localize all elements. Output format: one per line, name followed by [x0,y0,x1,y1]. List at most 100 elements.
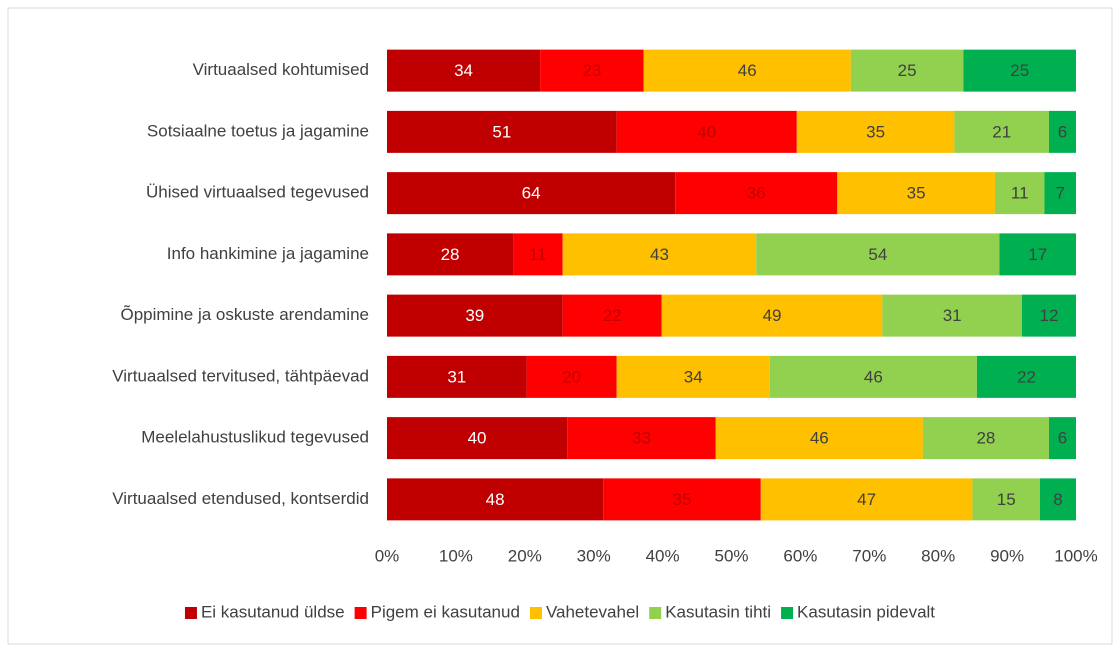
y-tick-label: Virtuaalsed etendused, kontserdid [112,489,369,508]
bar-segment [1044,172,1076,215]
data-label: 7 [1056,184,1065,203]
x-tick-label: 90% [990,546,1024,565]
data-label: 28 [441,245,460,264]
data-label: 11 [1011,184,1029,203]
x-tick-label: 70% [852,546,886,565]
data-label: 35 [866,122,885,141]
bar-segment [562,294,662,337]
x-tick-label: 100% [1054,546,1097,565]
bar-segment [675,172,838,215]
bar-segment [972,478,1040,521]
data-label: 28 [976,429,995,448]
data-label: 36 [747,184,766,203]
data-label: 40 [697,122,716,141]
bar-segment [922,417,1049,460]
bar-segment [976,355,1076,398]
data-label: 40 [468,429,487,448]
bar-segment [387,233,514,276]
bar-segment [513,233,563,276]
y-tick-label: Meelelahustuslikud tegevused [141,428,369,447]
bar-segment [963,49,1076,92]
bar-segment [850,49,964,92]
bar-segment [526,355,617,398]
bar-segment [562,233,757,276]
legend-swatch [649,607,662,619]
legend-label: Ei kasutanud üldse [201,602,345,621]
bar-segment [540,49,644,92]
data-label: 46 [810,429,829,448]
legend-label: Kasutasin tihti [665,602,771,621]
bar-segment [1048,110,1076,153]
data-label: 20 [562,367,581,386]
data-label: 54 [868,245,887,264]
data-label: 39 [465,306,484,325]
bar-segment [387,172,676,215]
bar-segment [769,355,977,398]
legend-swatch [184,607,197,619]
bar-segment [994,172,1045,215]
data-label: 15 [997,490,1016,509]
data-label: 31 [943,306,962,325]
bar-segment [954,110,1049,153]
data-label: 47 [857,490,876,509]
data-label: 35 [673,490,692,509]
data-label: 34 [684,367,703,386]
data-label: 33 [632,429,651,448]
y-tick-label: Ühised virtuaalsed tegevused [146,183,369,202]
bar-segment [616,110,797,153]
data-label: 34 [454,61,473,80]
legend-label: Vahetevahel [546,602,639,621]
x-tick-label: 10% [439,546,473,565]
y-tick-label: Virtuaalsed tervitused, tähtpäevad [112,366,369,385]
data-label: 21 [992,122,1011,141]
data-label: 6 [1058,429,1067,448]
bar-segment [643,49,851,92]
bar-segment [1021,294,1076,337]
bar-segment [882,294,1022,337]
bar-segment [661,294,883,337]
x-tick-label: 60% [783,546,817,565]
data-label: 25 [1010,61,1029,80]
data-label: 64 [522,184,541,203]
data-label: 8 [1053,490,1062,509]
data-label: 6 [1058,122,1067,141]
y-tick-label: Õppimine ja oskuste arendamine [120,305,369,324]
bar-segment [1048,417,1076,460]
data-label: 46 [864,367,883,386]
data-label: 46 [738,61,757,80]
data-label: 51 [492,122,511,141]
data-label: 43 [650,245,669,264]
bar-segment [603,478,761,521]
legend-swatch [354,607,367,619]
x-tick-label: 40% [646,546,680,565]
legend-label: Pigem ei kasutanud [371,602,520,621]
bar-segment [387,294,563,337]
data-label: 35 [907,184,926,203]
bar-segment [616,355,770,398]
x-tick-label: 80% [921,546,955,565]
bar-segment [837,172,995,215]
bar-segment [1039,478,1076,521]
data-label: 22 [603,306,622,325]
data-label: 22 [1017,367,1036,386]
legend-swatch [529,607,542,619]
x-tick-label: 30% [577,546,611,565]
bar-segment [760,478,973,521]
y-tick-label: Virtuaalsed kohtumised [193,60,369,79]
x-tick-label: 50% [714,546,748,565]
bar-segment [567,417,716,460]
x-tick-label: 20% [508,546,542,565]
y-tick-label: Info hankimine ja jagamine [167,244,369,263]
data-label: 49 [763,306,782,325]
y-tick-label: Sotsiaalne toetus ja jagamine [147,121,369,140]
bar-segment [715,417,923,460]
data-label: 23 [582,61,601,80]
data-label: 25 [898,61,917,80]
data-label: 31 [447,367,466,386]
bar-segment [387,478,604,521]
legend-swatch [781,607,794,619]
data-label: 17 [1028,245,1047,264]
bar-segment [387,49,541,92]
bar-segment [796,110,955,153]
